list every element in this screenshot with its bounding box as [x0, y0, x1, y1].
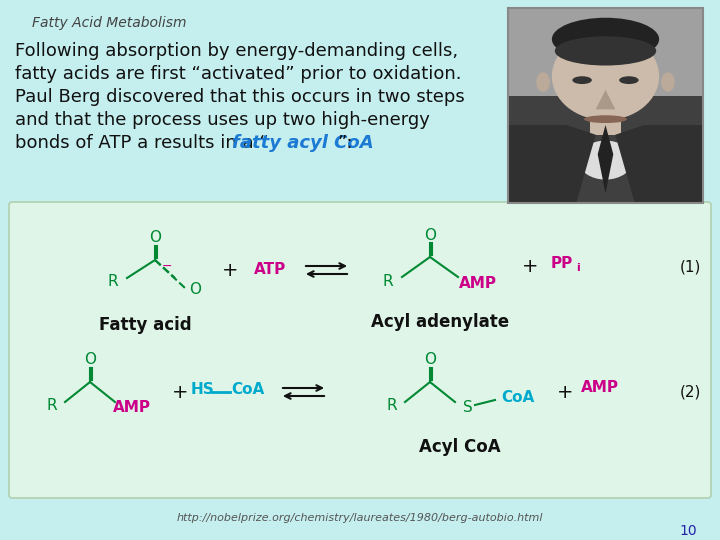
Bar: [508, 8, 703, 203]
Text: O: O: [189, 282, 201, 298]
Polygon shape: [616, 125, 703, 203]
Text: CoA: CoA: [231, 381, 265, 396]
Text: 10: 10: [680, 524, 697, 538]
Ellipse shape: [552, 32, 659, 120]
Ellipse shape: [578, 140, 633, 180]
Text: R: R: [47, 399, 58, 414]
Text: fatty acyl CoA: fatty acyl CoA: [233, 134, 374, 152]
Text: fatty acids are first “activated” prior to oxidation.: fatty acids are first “activated” prior …: [15, 65, 462, 83]
Text: +: +: [522, 258, 539, 276]
Text: AMP: AMP: [459, 275, 497, 291]
Text: (1): (1): [679, 260, 701, 274]
Text: +: +: [172, 382, 188, 402]
Ellipse shape: [661, 72, 675, 92]
Text: O: O: [84, 353, 96, 368]
Text: Acyl CoA: Acyl CoA: [419, 438, 501, 456]
Text: O: O: [424, 227, 436, 242]
Ellipse shape: [572, 76, 592, 84]
Ellipse shape: [555, 36, 656, 65]
Text: O: O: [149, 231, 161, 246]
Text: ”:: ”:: [338, 134, 353, 152]
Text: S: S: [463, 401, 473, 415]
Text: +: +: [222, 260, 238, 280]
Text: bonds of ATP a results in a “: bonds of ATP a results in a “: [15, 134, 269, 152]
Bar: [590, 115, 621, 135]
Text: (2): (2): [679, 384, 701, 400]
Bar: [508, 8, 703, 203]
Polygon shape: [595, 90, 616, 110]
Ellipse shape: [619, 76, 639, 84]
Ellipse shape: [552, 18, 659, 60]
Text: and that the process uses up two high-energy: and that the process uses up two high-en…: [15, 111, 430, 129]
Text: PP: PP: [551, 255, 573, 271]
Text: http://nobelprize.org/chemistry/laureates/1980/berg-autobio.html: http://nobelprize.org/chemistry/laureate…: [176, 513, 544, 523]
Ellipse shape: [536, 72, 550, 92]
FancyBboxPatch shape: [9, 202, 711, 498]
Text: HS: HS: [191, 381, 215, 396]
Text: Fatty Acid Metabolism: Fatty Acid Metabolism: [32, 16, 186, 30]
Text: AMP: AMP: [113, 401, 151, 415]
Ellipse shape: [584, 115, 627, 123]
Text: ATP: ATP: [254, 262, 286, 278]
Text: Acyl adenylate: Acyl adenylate: [371, 313, 509, 331]
Text: R: R: [108, 274, 118, 289]
Text: AMP: AMP: [581, 381, 619, 395]
Text: CoA: CoA: [501, 390, 535, 406]
Text: Paul Berg discovered that this occurs in two steps: Paul Berg discovered that this occurs in…: [15, 88, 464, 106]
Text: O: O: [424, 353, 436, 368]
Text: Following absorption by energy-demanding cells,: Following absorption by energy-demanding…: [15, 42, 458, 60]
Text: R: R: [387, 399, 397, 414]
Text: i: i: [576, 263, 580, 273]
Polygon shape: [508, 125, 595, 203]
Text: −: −: [162, 260, 172, 273]
Text: +: +: [557, 382, 573, 402]
Text: R: R: [383, 273, 393, 288]
Bar: [508, 96, 703, 203]
Polygon shape: [598, 125, 613, 193]
Text: Fatty acid: Fatty acid: [99, 316, 192, 334]
